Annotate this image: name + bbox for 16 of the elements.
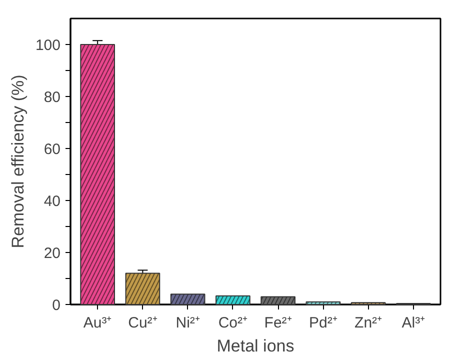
x-tick-label: Au³⁺ <box>83 314 112 332</box>
y-tick-label: 40 <box>44 193 61 210</box>
x-tick-label: Al³⁺ <box>402 314 426 332</box>
y-axis-title: Removal efficiency (%) <box>8 74 28 248</box>
y-tick-label: 20 <box>44 245 61 262</box>
y-tick-label: 0 <box>52 297 60 314</box>
y-tick-label: 60 <box>44 141 61 158</box>
x-tick-label: Zn²⁺ <box>354 314 382 332</box>
x-tick-label: Co²⁺ <box>218 314 248 332</box>
x-tick-label: Pd²⁺ <box>309 314 338 332</box>
x-axis-title: Metal ions <box>216 336 294 356</box>
x-tick-label: Cu²⁺ <box>128 314 158 332</box>
x-tick-label: Fe²⁺ <box>264 314 292 332</box>
y-tick-label: 100 <box>35 37 61 54</box>
y-tick-label: 80 <box>44 89 61 106</box>
x-tick-label: Ni²⁺ <box>176 314 200 332</box>
